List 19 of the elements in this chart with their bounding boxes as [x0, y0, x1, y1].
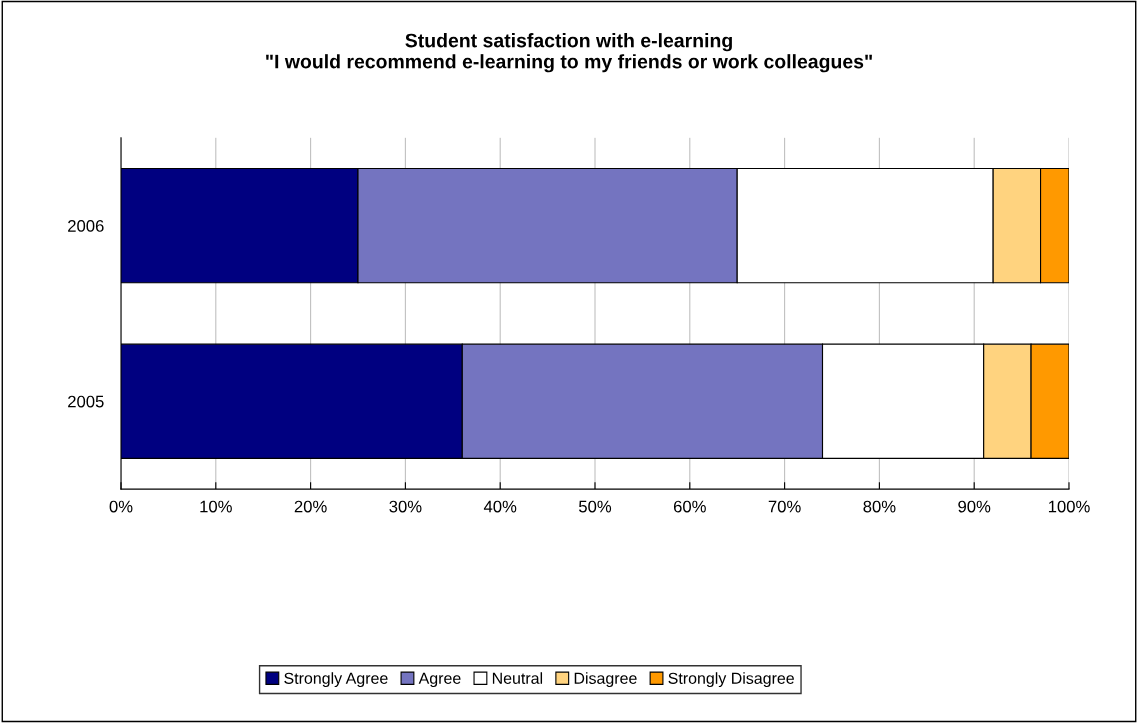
x-tick-label: 10% — [200, 500, 232, 513]
chart-title: Student satisfaction with e-learning "I would recommend e-learning to my friends or work colleagues" — [266, 33, 872, 73]
x-tick-label: 30% — [389, 500, 422, 513]
legend-label: Disagree — [574, 672, 637, 688]
y-tick-label: 2005 — [68, 395, 104, 408]
legend-label: Strongly Agree — [284, 672, 388, 688]
x-tick-label: 20% — [294, 500, 327, 513]
x-tick-label: 0% — [109, 500, 133, 513]
x-tick-label: 90% — [958, 500, 991, 513]
x-tick-label: 100% — [1048, 500, 1090, 513]
x-tick-label: 60% — [673, 500, 706, 513]
legend-label: Agree — [418, 672, 461, 688]
legend-label: Strongly Disagree — [668, 672, 794, 688]
x-tick-label: 80% — [863, 500, 896, 513]
x-tick-label: 70% — [768, 500, 801, 513]
legend-label: Neutral — [492, 672, 543, 684]
y-tick-label: 2006 — [68, 220, 104, 232]
x-tick-label: 50% — [578, 500, 612, 513]
x-tick-label: 40% — [483, 500, 517, 513]
